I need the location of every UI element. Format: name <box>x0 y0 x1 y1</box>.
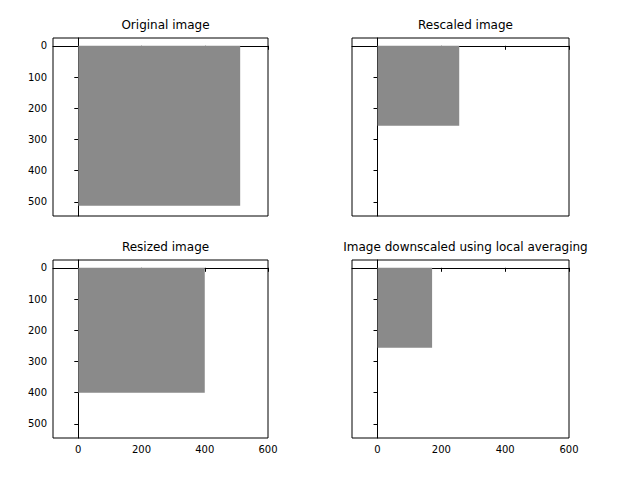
svg-text:500: 500 <box>28 196 47 207</box>
svg-text:200: 200 <box>432 444 451 455</box>
svg-text:300: 300 <box>28 356 47 367</box>
svg-text:0: 0 <box>374 444 380 455</box>
svg-text:Image downscaled using local a: Image downscaled using local averaging <box>343 240 587 254</box>
svg-text:Rescaled image: Rescaled image <box>418 18 513 32</box>
svg-text:0: 0 <box>41 40 47 51</box>
svg-text:300: 300 <box>28 134 47 145</box>
svg-text:200: 200 <box>132 444 151 455</box>
svg-text:0: 0 <box>75 444 81 455</box>
svg-text:600: 600 <box>258 444 277 455</box>
svg-text:Resized image: Resized image <box>122 240 209 254</box>
svg-text:400: 400 <box>28 165 47 176</box>
svg-text:Original image: Original image <box>121 18 209 32</box>
svg-text:0: 0 <box>41 262 47 273</box>
svg-text:500: 500 <box>28 418 47 429</box>
svg-text:200: 200 <box>28 325 47 336</box>
svg-text:600: 600 <box>559 444 578 455</box>
svg-text:400: 400 <box>195 444 214 455</box>
svg-text:400: 400 <box>28 387 47 398</box>
svg-text:400: 400 <box>496 444 515 455</box>
svg-text:200: 200 <box>28 103 47 114</box>
svg-text:100: 100 <box>28 72 47 83</box>
svg-text:100: 100 <box>28 294 47 305</box>
